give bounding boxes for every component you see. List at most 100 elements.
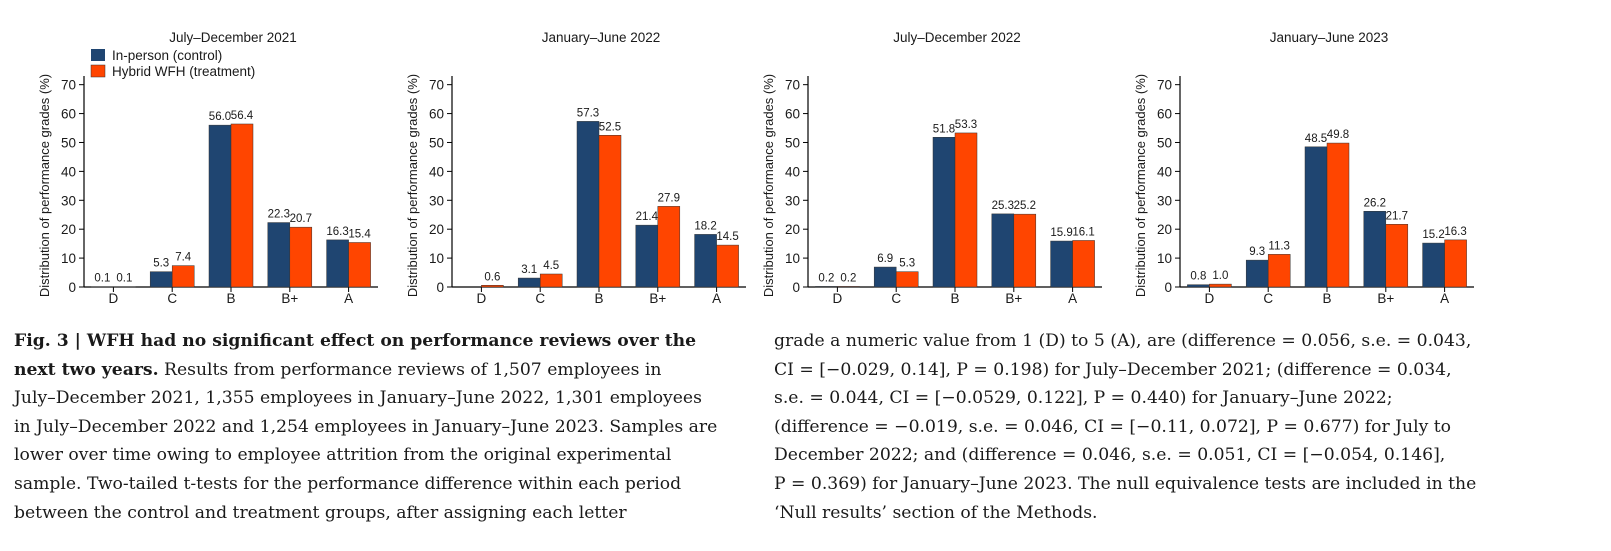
caption-line: December 2022; and (difference = 0.046, … (774, 445, 1446, 466)
data-label-control: 25.3 (992, 200, 1014, 212)
caption-lead: next two years. (14, 359, 159, 380)
y-tick-label: 30 (1157, 193, 1172, 208)
data-label-treatment: 25.2 (1014, 200, 1036, 212)
bar-control (517, 277, 541, 288)
x-tick-label: C (1263, 291, 1273, 306)
data-label-control: 0.2 (818, 272, 834, 284)
bar-control (991, 213, 1015, 288)
bar-treatment (895, 271, 919, 288)
bar-control (932, 137, 956, 288)
bar-control (815, 286, 838, 288)
y-tick-label: 40 (1157, 164, 1172, 179)
chart-panel-4: January–June 2023 Distribution of perform… (1133, 30, 1474, 306)
data-label-treatment: 0.2 (840, 272, 856, 284)
y-tick-label: 0 (1164, 280, 1172, 295)
caption-text: in July–December 2022 and 1,254 employee… (14, 416, 718, 437)
data-label-control: 18.2 (694, 220, 716, 232)
bar-control (267, 222, 291, 288)
caption-line: grade a numeric value from 1 (D) to 5 (A… (774, 331, 1472, 351)
caption-line: lower over time owing to employee attrit… (14, 441, 752, 470)
y-tick-label: 40 (429, 164, 444, 179)
y-tick-label: 0 (436, 280, 444, 295)
chart-title: January–June 2023 (1270, 30, 1389, 45)
bar-control (1363, 211, 1387, 288)
data-label-treatment: 53.3 (955, 119, 977, 131)
y-tick-label: 60 (1157, 107, 1172, 122)
bar-control (576, 121, 600, 288)
caption-text: lower over time owing to employee attrit… (14, 445, 672, 466)
y-tick-label: 0 (68, 280, 76, 295)
data-label-treatment: 4.5 (543, 260, 559, 272)
x-tick-label: A (1440, 291, 1449, 306)
data-label-treatment: 11.3 (1268, 240, 1290, 252)
figure-charts: July–December 2021 Distribution of perfor… (37, 30, 1474, 306)
caption-left-column: Fig. 3 | WFH had no significant effect o… (14, 327, 752, 527)
y-tick-label: 30 (785, 193, 800, 208)
data-label-treatment: 56.4 (231, 110, 254, 122)
caption-line: CI = [−0.029, 0.14], P = 0.198) for July… (774, 359, 1452, 380)
caption-line: ‘Null results’ section of the Methods. (774, 502, 1098, 523)
data-label-control: 0.1 (94, 273, 110, 285)
x-tick-label: A (712, 291, 721, 306)
bar-control (694, 234, 717, 288)
legend-swatch-control (91, 49, 105, 61)
bar-control (1422, 242, 1445, 288)
data-label-treatment: 20.7 (290, 213, 312, 225)
bar-treatment (598, 135, 622, 288)
x-tick-label: B+ (649, 291, 666, 306)
y-axis-label: Distribution of performance grades (%) (761, 74, 776, 297)
chart-panel-2: January–June 2022 Distribution of perform… (405, 30, 746, 306)
y-tick-label: 20 (61, 222, 76, 237)
data-label-treatment: 16.1 (1072, 226, 1094, 238)
data-label-control: 22.3 (268, 209, 290, 221)
caption-line: sample. Two-tailed t-tests for the perfo… (14, 470, 752, 499)
y-tick-label: 0 (792, 280, 800, 295)
caption-text: July–December 2021, 1,355 employees in J… (14, 388, 702, 409)
bar-treatment (539, 273, 563, 288)
data-label-treatment: 0.6 (484, 271, 500, 283)
bar-control (1245, 259, 1269, 288)
data-label-control: 21.4 (636, 211, 659, 223)
x-tick-label: D (477, 291, 487, 306)
bar-treatment (1444, 239, 1467, 288)
figure-caption: Fig. 3 | WFH had no significant effect o… (0, 320, 1611, 551)
data-label-control: 15.9 (1050, 227, 1072, 239)
caption-line: s.e. = 0.044, CI = [−0.0529, 0.122], P =… (774, 388, 1393, 409)
x-tick-label: C (167, 291, 177, 306)
y-tick-label: 10 (785, 251, 800, 266)
bar-treatment (837, 286, 860, 288)
bar-treatment (348, 242, 371, 288)
data-label-control: 0.8 (1190, 271, 1206, 283)
y-tick-label: 70 (785, 78, 800, 93)
bar-treatment (1072, 240, 1095, 288)
data-label-treatment: 49.8 (1327, 129, 1349, 141)
x-tick-label: C (891, 291, 901, 306)
data-label-treatment: 16.3 (1444, 226, 1466, 238)
x-tick-label: C (535, 291, 545, 306)
data-label-treatment: 52.5 (599, 121, 621, 133)
caption-line: in July–December 2022 and 1,254 employee… (14, 413, 752, 442)
y-tick-label: 10 (61, 251, 76, 266)
caption-line: P = 0.369) for January–June 2023. The nu… (774, 473, 1477, 494)
legend-label-treatment: Hybrid WFH (treatment) (112, 64, 255, 79)
data-label-treatment: 0.1 (116, 273, 132, 285)
data-label-treatment: 5.3 (899, 258, 915, 270)
caption-text: sample. Two-tailed t-tests for the perfo… (14, 473, 682, 494)
y-tick-label: 70 (61, 78, 76, 93)
bar-control (149, 271, 173, 288)
bar-treatment (481, 285, 504, 288)
y-tick-label: 60 (61, 107, 76, 122)
bar-treatment (716, 244, 739, 288)
y-tick-label: 40 (61, 164, 76, 179)
data-label-control: 26.2 (1364, 197, 1386, 209)
data-label-control: 6.9 (877, 253, 893, 265)
y-tick-label: 10 (1157, 251, 1172, 266)
bar-treatment (1209, 283, 1232, 288)
y-tick-label: 70 (429, 78, 444, 93)
data-label-control: 5.3 (153, 258, 169, 270)
bar-control (1187, 284, 1210, 288)
data-label-control: 9.3 (1249, 246, 1265, 258)
data-label-control: 15.2 (1422, 229, 1444, 241)
x-tick-label: B (950, 291, 959, 306)
chart-title: July–December 2022 (893, 30, 1021, 45)
